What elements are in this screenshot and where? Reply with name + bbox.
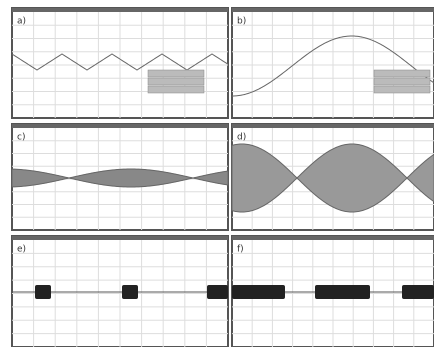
measurement-readout	[374, 70, 430, 77]
scope-panel: b)	[232, 8, 434, 118]
panel-label: f)	[237, 245, 244, 255]
scope-panel: d)	[232, 124, 434, 230]
panel-header	[232, 124, 434, 128]
panel-header	[12, 124, 228, 128]
measurement-readout	[148, 78, 204, 85]
waveform-burst	[402, 285, 434, 299]
page: {"panels": [{"label": "a)"}, {"label": "…	[0, 0, 434, 347]
measurement-readout	[374, 86, 430, 93]
scope-panel: f)	[232, 236, 434, 347]
oscilloscope-figure: a) b) c) d) e) f)	[0, 0, 434, 347]
measurement-readout	[374, 78, 430, 85]
scope-panel: c)	[12, 124, 228, 230]
panel-label: d)	[237, 133, 246, 143]
waveform-burst	[207, 285, 228, 299]
panel-label: e)	[17, 245, 26, 255]
scope-panel: e)	[12, 236, 228, 347]
panel-header	[12, 8, 228, 12]
scope-panel: a)	[12, 8, 228, 118]
panel-label: c)	[17, 133, 25, 143]
measurement-readout	[148, 86, 204, 93]
waveform-burst	[35, 285, 51, 299]
measurement-readout	[148, 70, 204, 77]
panel-header	[12, 236, 228, 240]
panel-header	[232, 8, 434, 12]
panel-header	[232, 236, 434, 240]
waveform-burst	[232, 285, 285, 299]
waveform-burst	[122, 285, 138, 299]
waveform-burst	[315, 285, 370, 299]
panel-label: b)	[237, 17, 246, 27]
panel-label: a)	[17, 17, 26, 27]
